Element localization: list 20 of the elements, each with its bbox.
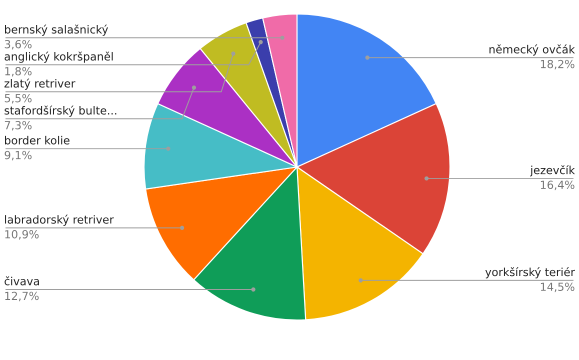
slice-label: labradorský retriver (5, 214, 114, 226)
slice-label: německý ovčák (489, 44, 575, 56)
slice-label: zlatý retriver (4, 78, 76, 90)
slice-label: jezevčík (530, 165, 575, 176)
slice-label: čivava (4, 276, 39, 286)
data-label: 3,6% (4, 40, 32, 50)
data-label: 12,7% (5, 292, 39, 302)
data-label: 7,3% (4, 120, 32, 131)
data-label: 10,9% (5, 230, 39, 240)
slice-label: bernský salašnický (5, 24, 108, 36)
data-label: 1,8% (5, 66, 32, 77)
data-label: 14,5% (540, 282, 574, 292)
slice-label: anglický kokršpaněl (4, 52, 113, 63)
slice-label: border kolie (5, 136, 70, 145)
slice-label: stafordšírský bulte... (4, 106, 116, 117)
data-label: 18,2% (540, 60, 574, 70)
data-label: 16,4% (540, 180, 574, 190)
data-label: 9,1% (4, 150, 32, 160)
slice-label: yorkšírský teriér (485, 267, 575, 278)
data-label: 5,5% (4, 94, 32, 104)
